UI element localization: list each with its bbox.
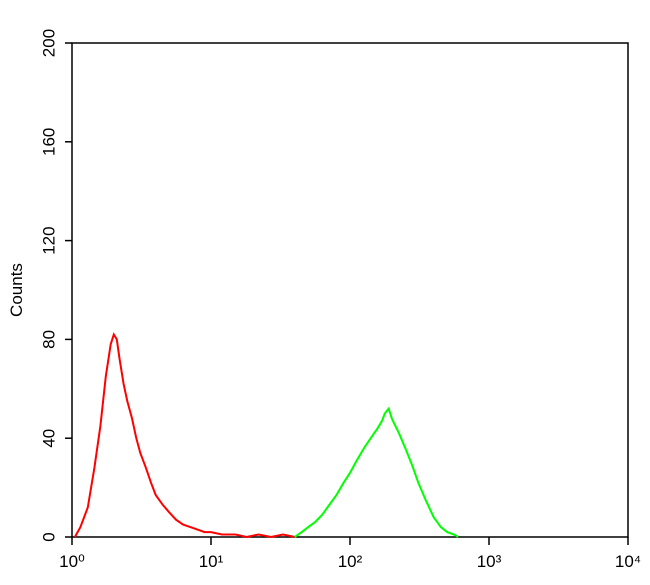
x-tick-label: 10² xyxy=(338,552,363,571)
y-axis-label: Counts xyxy=(7,263,26,317)
series-line xyxy=(74,332,295,539)
y-tick-label: 40 xyxy=(39,429,58,448)
y-tick-label: 160 xyxy=(39,128,58,156)
x-tick-label: 10⁴ xyxy=(615,552,641,571)
series-line xyxy=(294,406,459,538)
y-tick-label: 120 xyxy=(39,226,58,254)
x-tick-label: 10⁰ xyxy=(59,552,85,571)
plot-frame xyxy=(71,42,629,538)
y-tick-label: 80 xyxy=(39,330,58,349)
y-tick-label: 200 xyxy=(39,29,58,57)
y-tick-label: 0 xyxy=(39,532,58,541)
x-tick-label: 10¹ xyxy=(199,552,224,571)
x-tick-label: 10³ xyxy=(477,552,502,571)
